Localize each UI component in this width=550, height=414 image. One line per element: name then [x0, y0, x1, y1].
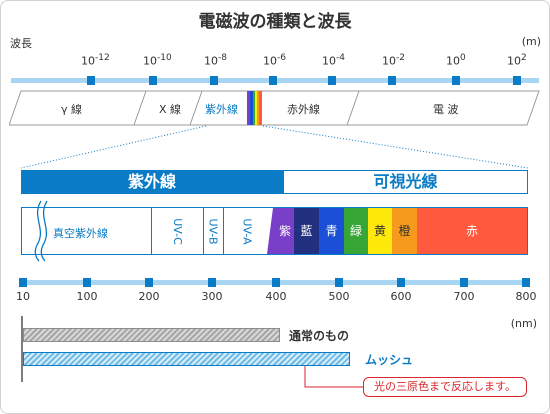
nm-tick-label: 300 — [201, 290, 223, 303]
tick-exponent: -4 — [336, 53, 345, 63]
wavelength-tick-label: 102 — [507, 53, 527, 68]
wavelength-tick-label: 10-12 — [81, 53, 110, 68]
tick-exponent: 0 — [460, 53, 466, 63]
tick-base: 10 — [322, 54, 336, 68]
wavelength-label: 波長 — [10, 37, 32, 50]
nm-tick-mark — [397, 278, 405, 287]
uv-header: 紫外線 — [21, 170, 283, 194]
color-green: 緑 — [344, 208, 368, 254]
wavelength-tick-label: 100 — [446, 53, 466, 68]
visible-stripe-orange — [257, 91, 259, 125]
band-ultraviolet: 紫外線 — [205, 103, 238, 116]
comparison-baseline — [21, 316, 23, 382]
tick-exponent: -8 — [218, 53, 227, 63]
uv-divider-1 — [151, 207, 152, 255]
normal-range-bar — [23, 328, 280, 342]
tick-exponent: -10 — [157, 53, 172, 63]
normal-label: 通常のもの — [289, 329, 350, 343]
band-xray: X 線 — [159, 103, 182, 116]
tick-base: 10 — [204, 54, 218, 68]
tick-exponent: 2 — [521, 53, 527, 63]
wavelength-tick-label: 10-8 — [204, 53, 227, 68]
diagram-title: 電磁波の種類と波長 — [198, 12, 352, 32]
wavelength-tick-mark — [513, 76, 521, 85]
nm-tick-mark — [522, 278, 530, 287]
tick-exponent: -12 — [95, 53, 110, 63]
tick-exponent: -2 — [396, 53, 405, 63]
wavelength-tick-label: 10-6 — [263, 53, 286, 68]
uv-divider-3 — [223, 207, 224, 255]
nm-tick-label: 800 — [515, 290, 537, 303]
nm-tick-mark — [335, 278, 343, 287]
nm-tick-label: 100 — [76, 290, 98, 303]
visible-stripe-red — [259, 91, 262, 125]
nm-tick-mark — [208, 278, 216, 287]
wavelength-tick-label: 10-2 — [382, 53, 405, 68]
color-red: 赤 — [417, 208, 527, 254]
visible-stripe-blue — [250, 91, 253, 125]
nm-tick-mark — [145, 278, 153, 287]
wavelength-tick-mark — [269, 76, 277, 85]
color-violet: 紫 — [276, 208, 294, 254]
wavelength-tick-mark — [210, 76, 218, 85]
nm-tick-mark — [83, 278, 91, 287]
band-gamma: γ 線 — [61, 103, 83, 116]
tick-base: 10 — [81, 54, 95, 68]
wavelength-tick-label: 10-4 — [322, 53, 345, 68]
wavelength-tick-mark — [452, 76, 460, 85]
mesh-range-bar — [23, 352, 350, 366]
mesh-label: ムッシュ — [365, 353, 414, 367]
visible-stripe-yellow — [255, 91, 257, 125]
wavelength-unit: (m) — [521, 35, 541, 48]
wavelength-tick-mark — [328, 76, 336, 85]
nm-tick-label: 10 — [16, 290, 30, 303]
scale-break-icon — [34, 200, 48, 262]
color-blue: 青 — [319, 208, 344, 254]
tick-base: 10 — [143, 54, 157, 68]
visible-stripe-green — [253, 91, 255, 125]
color-yellow: 黄 — [368, 208, 392, 254]
wavelength-tick-label: 10-10 — [143, 53, 172, 68]
uv-segment-vacuum: 真空紫外線 — [53, 227, 108, 240]
tick-base: 10 — [263, 54, 277, 68]
visible-stripe-violet — [247, 91, 250, 125]
nm-tick-mark — [272, 278, 280, 287]
color-orange: 橙 — [392, 208, 417, 254]
callout-box: 光の三原色まで反応します。 — [363, 377, 527, 397]
nm-tick-label: 400 — [265, 290, 287, 303]
violet-slant — [267, 208, 277, 254]
tick-base: 10 — [382, 54, 396, 68]
wavelength-tick-mark — [87, 76, 95, 85]
nm-tick-label: 200 — [138, 290, 160, 303]
nm-unit: (nm) — [510, 317, 537, 330]
tick-exponent: -6 — [277, 53, 286, 63]
band-infrared: 赤外線 — [287, 103, 320, 116]
tick-base: 10 — [446, 54, 460, 68]
tick-base: 10 — [507, 54, 521, 68]
nm-tick-mark — [460, 278, 468, 287]
wavelength-tick-mark — [149, 76, 157, 85]
visible-header: 可視光線 — [283, 170, 528, 194]
nm-tick-label: 600 — [390, 290, 412, 303]
color-indigo: 藍 — [294, 208, 319, 254]
nm-tick-label: 700 — [453, 290, 475, 303]
wavelength-tick-mark — [388, 76, 396, 85]
band-radio: 電 波 — [433, 103, 459, 116]
nm-tick-mark — [19, 278, 27, 287]
spectrum-bar — [9, 90, 540, 126]
nm-tick-label: 500 — [328, 290, 350, 303]
uv-divider-2 — [203, 207, 204, 255]
